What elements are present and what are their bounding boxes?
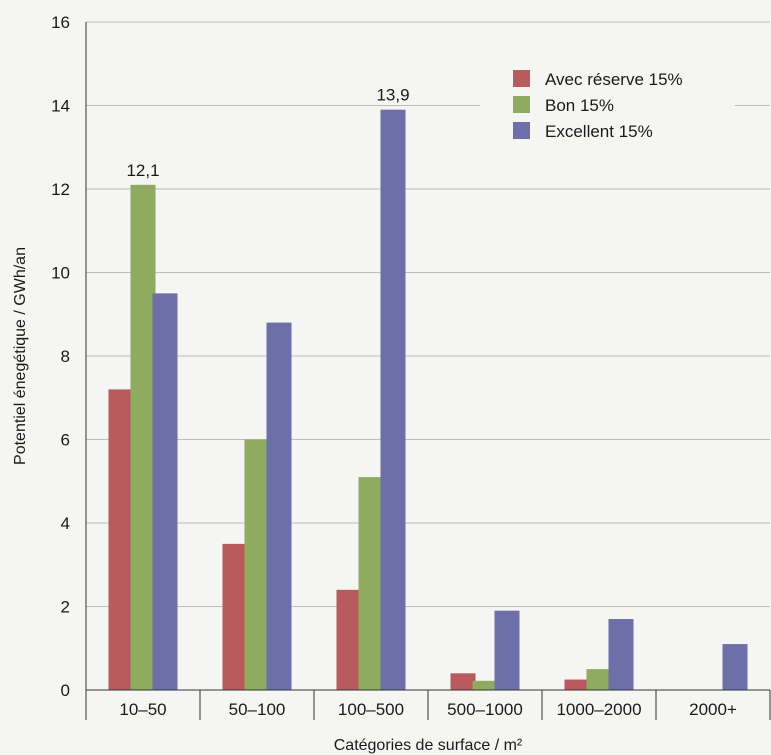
bar (450, 673, 476, 690)
x-tick-label: 500–1000 (447, 700, 523, 719)
bar (244, 439, 270, 690)
y-tick-label: 14 (51, 97, 70, 116)
data-label: 12,1 (126, 161, 159, 180)
y-tick-label: 16 (51, 13, 70, 32)
x-tick-label: 10–50 (119, 700, 166, 719)
bar (152, 293, 178, 690)
bar (222, 543, 248, 690)
bar (472, 680, 498, 690)
bar (380, 109, 406, 691)
x-tick-labels: 10–50 50–100 100–500 500–1000 1000–2000 2000+ (119, 700, 737, 719)
legend-swatch (513, 96, 530, 113)
bar (722, 644, 748, 690)
legend-label: Bon 15% (545, 96, 614, 115)
legend-label: Avec réserve 15% (545, 70, 683, 89)
y-tick-label: 6 (61, 431, 70, 450)
bars (108, 109, 748, 691)
y-tick-label: 2 (61, 598, 70, 617)
y-tick-label: 4 (61, 514, 70, 533)
legend-label: Excellent 15% (545, 122, 653, 141)
x-tick-label: 100–500 (338, 700, 404, 719)
x-tick-label: 2000+ (689, 700, 737, 719)
bar (358, 477, 384, 690)
legend-swatch (513, 122, 530, 139)
bar (608, 619, 634, 690)
bar (564, 679, 590, 690)
y-tick-labels: 0 2 4 6 8 10 12 14 16 (51, 13, 70, 700)
data-label: 13,9 (376, 86, 409, 105)
data-labels: 12,1 13,9 (126, 86, 409, 180)
x-tick-label: 50–100 (229, 700, 286, 719)
bar (108, 389, 134, 690)
y-axis-title: Potentiel énegétique / GWh/an (12, 247, 29, 465)
y-tick-label: 8 (61, 347, 70, 366)
axes (85, 22, 771, 720)
legend: Avec réserve 15% Bon 15% Excellent 15% (480, 62, 735, 156)
bar (336, 589, 362, 690)
x-tick-label: 1000–2000 (556, 700, 641, 719)
grid-lines (86, 21, 770, 607)
y-tick-label: 12 (51, 180, 70, 199)
bar (266, 322, 292, 690)
bar (586, 669, 612, 690)
legend-swatch (513, 70, 530, 87)
x-axis-title: Catégories de surface / m² (334, 737, 523, 754)
y-tick-label: 10 (51, 264, 70, 283)
bar (130, 184, 156, 690)
y-tick-label: 0 (61, 681, 70, 700)
bar (494, 610, 520, 690)
